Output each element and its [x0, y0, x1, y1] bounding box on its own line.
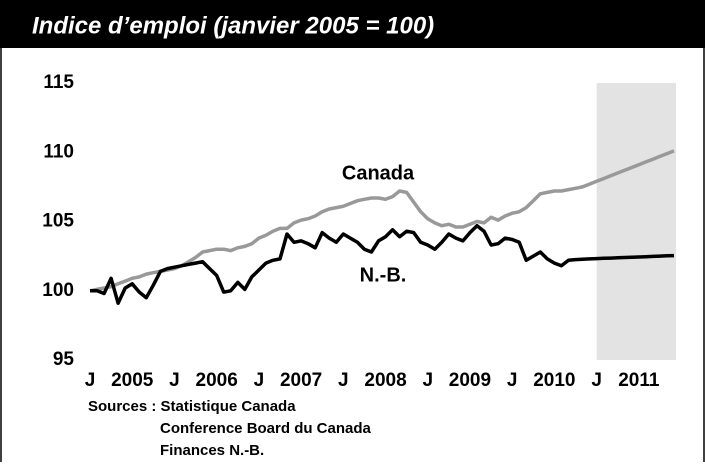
- x-tick-label: J: [507, 370, 518, 391]
- x-tick-label: 2007: [280, 370, 322, 391]
- x-tick-label: 2010: [533, 370, 575, 391]
- x-tick-label: 2011: [618, 370, 660, 391]
- x-tick-label: J: [591, 370, 602, 391]
- source: Finances N.-B.: [160, 442, 264, 459]
- x-tick-label: J: [422, 370, 433, 391]
- x-tick-label: J: [169, 370, 180, 391]
- series-line: [90, 223, 675, 305]
- x-tick-label: J: [254, 370, 265, 391]
- y-tick-label: 105: [42, 211, 74, 232]
- chart-title: Indice d’emploi (janvier 2005 = 100): [32, 12, 434, 39]
- y-tick-label: 110: [43, 141, 74, 162]
- series-line: [89, 149, 675, 293]
- series-label: Canada: [342, 162, 415, 184]
- x-tick-label: 2006: [196, 370, 238, 391]
- shaded-region: [596, 83, 676, 360]
- x-tick-label: J: [338, 370, 349, 391]
- x-tick-label: 2008: [364, 370, 406, 391]
- y-tick-label: 115: [43, 72, 74, 93]
- x-tick-label: 2005: [111, 370, 154, 391]
- title-bar: [0, 0, 705, 48]
- source: Sources : Statistique Canada: [88, 398, 296, 415]
- series-label: N.-B.: [360, 264, 407, 286]
- x-tick-label: 2009: [449, 370, 491, 391]
- source: Conference Board du Canada: [160, 420, 372, 437]
- y-tick-label: 100: [42, 280, 74, 301]
- x-tick-label: J: [85, 370, 96, 391]
- y-tick-label: 95: [53, 349, 75, 370]
